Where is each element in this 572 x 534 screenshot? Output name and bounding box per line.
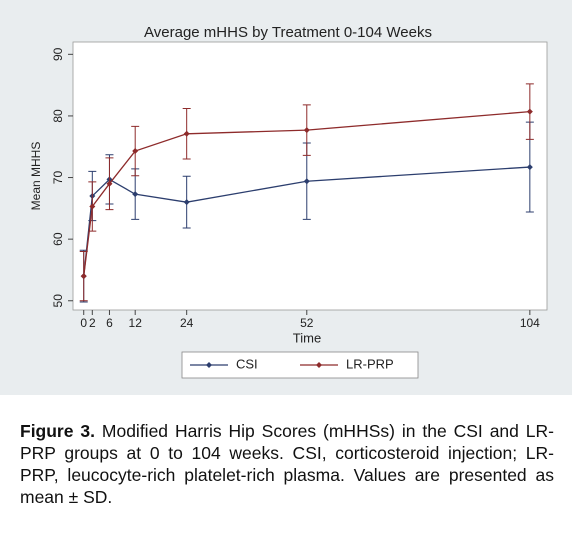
y-tick-label: 80 — [51, 109, 65, 123]
legend-label: CSI — [236, 356, 258, 371]
point — [303, 127, 310, 134]
x-tick-label: 12 — [129, 316, 143, 330]
x-tick-label: 104 — [520, 316, 540, 330]
point — [80, 273, 87, 280]
x-tick-label: 24 — [180, 316, 194, 330]
point — [183, 130, 190, 137]
point — [526, 164, 533, 171]
x-axis-title: Time — [293, 330, 321, 345]
chart: Average mHHS by Treatment 0-104 Weeks Ti… — [0, 0, 572, 395]
x-tick-label: 2 — [89, 316, 96, 330]
y-tick-label: 90 — [51, 47, 65, 61]
point — [132, 191, 139, 198]
point — [526, 108, 533, 115]
caption-text: Modified Harris Hip Scores (mHHSs) in th… — [20, 421, 554, 507]
x-tick-label: 52 — [300, 316, 314, 330]
y-axis-title: Mean MHHS — [29, 142, 43, 211]
legend-marker — [206, 362, 212, 368]
legend-label: LR-PRP — [346, 356, 394, 371]
y-tick-label: 70 — [51, 171, 65, 185]
caption: Figure 3. Modified Harris Hip Scores (mH… — [20, 420, 554, 508]
plot-area — [72, 41, 548, 311]
point — [132, 148, 139, 155]
point — [89, 203, 96, 210]
y-tick-label: 60 — [51, 232, 65, 246]
chart-title: Average mHHS by Treatment 0-104 Weeks — [144, 24, 432, 41]
point — [106, 180, 113, 187]
point — [303, 178, 310, 185]
x-tick-label: 6 — [106, 316, 113, 330]
legend-marker — [316, 362, 322, 368]
point — [183, 199, 190, 206]
y-tick-label: 50 — [51, 294, 65, 308]
x-tick-label: 0 — [80, 316, 87, 330]
caption-label: Figure 3. — [20, 421, 95, 441]
